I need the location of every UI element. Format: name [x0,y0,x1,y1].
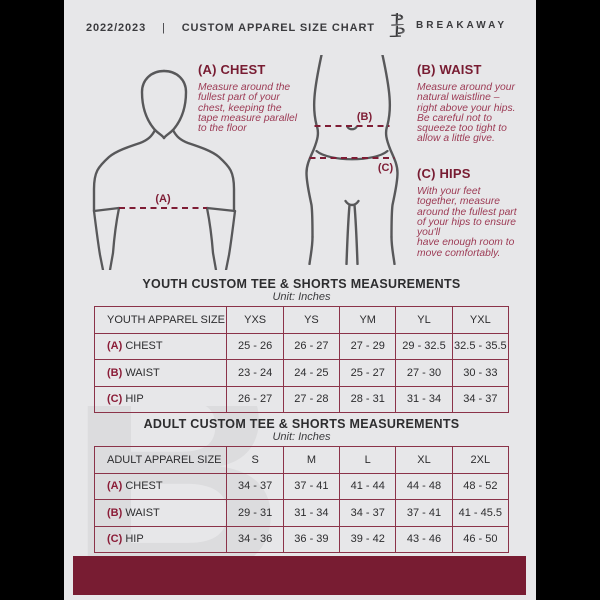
svg-text:(C): (C) [378,162,394,174]
svg-text:(A): (A) [155,193,171,205]
svg-text:(B): (B) [357,111,373,123]
